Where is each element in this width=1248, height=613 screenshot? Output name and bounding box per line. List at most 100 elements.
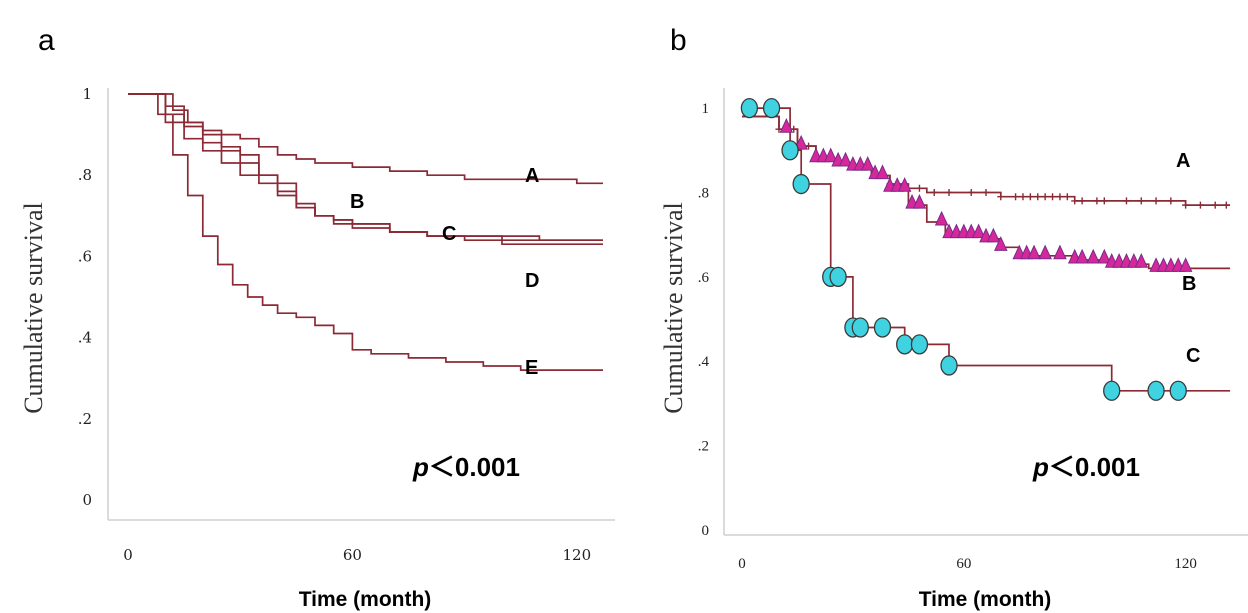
curve-b-censor-mark [1053,244,1067,260]
curve-a-censor-mark [1211,201,1219,209]
curve-c-point [851,317,869,338]
curve-a-censor-mark [1071,197,1079,205]
x-tick-label: 0 [123,546,133,564]
panel-a-curves [128,93,603,371]
panel-a-x-axis-label: Time (month) [299,588,432,611]
panel-a-curve-label-c: C [442,223,456,245]
curve-a-censor-mark [1122,197,1130,205]
panel-b-p-symbol: p [1032,452,1049,482]
y-tick-label: .2 [78,410,92,428]
panel-a-curve-label-a: A [525,165,539,187]
curve-a-censor-mark [1152,197,1160,205]
curve-b-censor-mark [1086,248,1100,264]
curve-a-censor-mark [1019,193,1027,201]
curve-a-censor-mark [1196,201,1204,209]
curve-b-censor-mark [779,117,794,133]
curve-c-point [910,334,929,355]
panel-a-p-threshold: ＜0.001 [429,452,520,482]
curve-b-censor-mark [986,227,1001,243]
curve-c-point [1147,380,1165,401]
curve-a-censor-mark [1093,197,1101,205]
curve-b-censor-mark [971,223,986,239]
curve-a-censor-mark [930,188,938,196]
curve-b-censor-mark [1027,244,1041,260]
curve-c-point [896,334,914,355]
panel-b-p-value: p＜0.001 [1032,452,1140,482]
curve-b-censor-mark [875,164,890,180]
curve-a-censor-mark [1078,197,1086,205]
y-tick-label: .4 [698,354,710,370]
curve-b-censor-mark [912,193,927,209]
panel-a-p-symbol: p [412,452,429,482]
curve-a-censor-mark [1056,193,1064,201]
curve-d-line [128,93,603,246]
y-tick-label: 0 [702,523,710,539]
curve-a-censor-mark [945,188,953,196]
curve-a-censor-mark [1026,193,1034,201]
y-tick-label: .4 [78,329,92,347]
curve-a-censor-mark [1034,193,1042,201]
curve-b-censor-mark [934,210,949,226]
curve-b-censor-mark [1038,244,1052,260]
y-tick-label: .8 [78,166,92,184]
panel-b-p-threshold: ＜0.001 [1049,452,1140,482]
curve-b-censor-mark [860,155,875,171]
curve-e-line [128,93,603,371]
curve-a-censor-mark [1041,193,1049,201]
curve-b-censor-mark [823,147,838,163]
panel-b-y-axis-label: Cumulative survival [659,202,688,414]
x-tick-label: 120 [1174,556,1197,572]
curve-a-censor-mark [1063,193,1071,201]
panel-a-p-value: p＜0.001 [412,452,520,482]
curve-c-point [1103,380,1121,401]
curve-c-point [740,97,759,119]
curve-b-censor-mark [1075,248,1089,264]
curve-a-censor-mark [915,184,923,192]
curve-c-line [749,107,1230,392]
x-tick-label: 120 [562,546,591,564]
x-tick-label: 60 [343,546,362,564]
curve-c-point [762,97,781,119]
curve-a-censor-mark [1222,201,1230,209]
curve-a-censor-mark [1012,193,1020,201]
curve-c-point [1169,380,1187,401]
panel-a-y-ticks: 0 .2 .4 .6 .8 1 [78,85,92,509]
panel-a-curve-label-d: D [525,270,539,292]
panel-b-curve-label-a: A [1176,150,1190,172]
curve-a-censor-mark [967,188,975,196]
x-tick-label: 0 [738,556,746,572]
x-tick-label: 60 [956,556,971,572]
panel-a-x-ticks: 0 60 120 [123,546,591,564]
curve-a-censor-mark [1167,197,1175,205]
curve-c-point [792,173,810,195]
panel-b-y-ticks: 0 .2 .4 .6 .8 1 [698,101,710,539]
curve-b-censor-mark [1097,248,1112,264]
panel-a: a Cumulative survival Time (month) 0 60 12… [19,24,615,611]
panel-b-curves [740,97,1230,401]
curve-a-censor-mark [982,188,990,196]
curve-c-point [940,355,958,376]
curve-b-censor-mark [794,134,808,150]
curve-a-censor-mark [1100,197,1108,205]
curve-c-point [829,266,847,288]
y-tick-label: .6 [698,270,710,286]
panel-b-letter: b [670,24,687,57]
curve-b-censor-mark [1178,257,1193,272]
panel-a-curve-label-b: B [350,191,364,213]
y-tick-label: 1 [82,85,92,103]
curve-a-censor-mark [1182,201,1190,209]
y-tick-label: 0 [82,491,92,509]
curve-c-point [873,317,892,338]
curve-b-censor-mark [994,236,1008,251]
curve-b-censor-mark [897,177,912,192]
curve-c-point [781,140,799,161]
curve-a-censor-mark [1137,197,1145,205]
panel-b-curve-label-b: B [1182,273,1196,295]
panel-a-letter: a [38,24,55,57]
panel-b-x-axis-label: Time (month) [919,588,1052,611]
curve-b-censor-mark [838,151,853,167]
panel-a-y-axis-label: Cumulative survival [19,202,48,414]
curve-a-censor-mark [1049,193,1057,201]
y-tick-label: .2 [698,439,709,455]
